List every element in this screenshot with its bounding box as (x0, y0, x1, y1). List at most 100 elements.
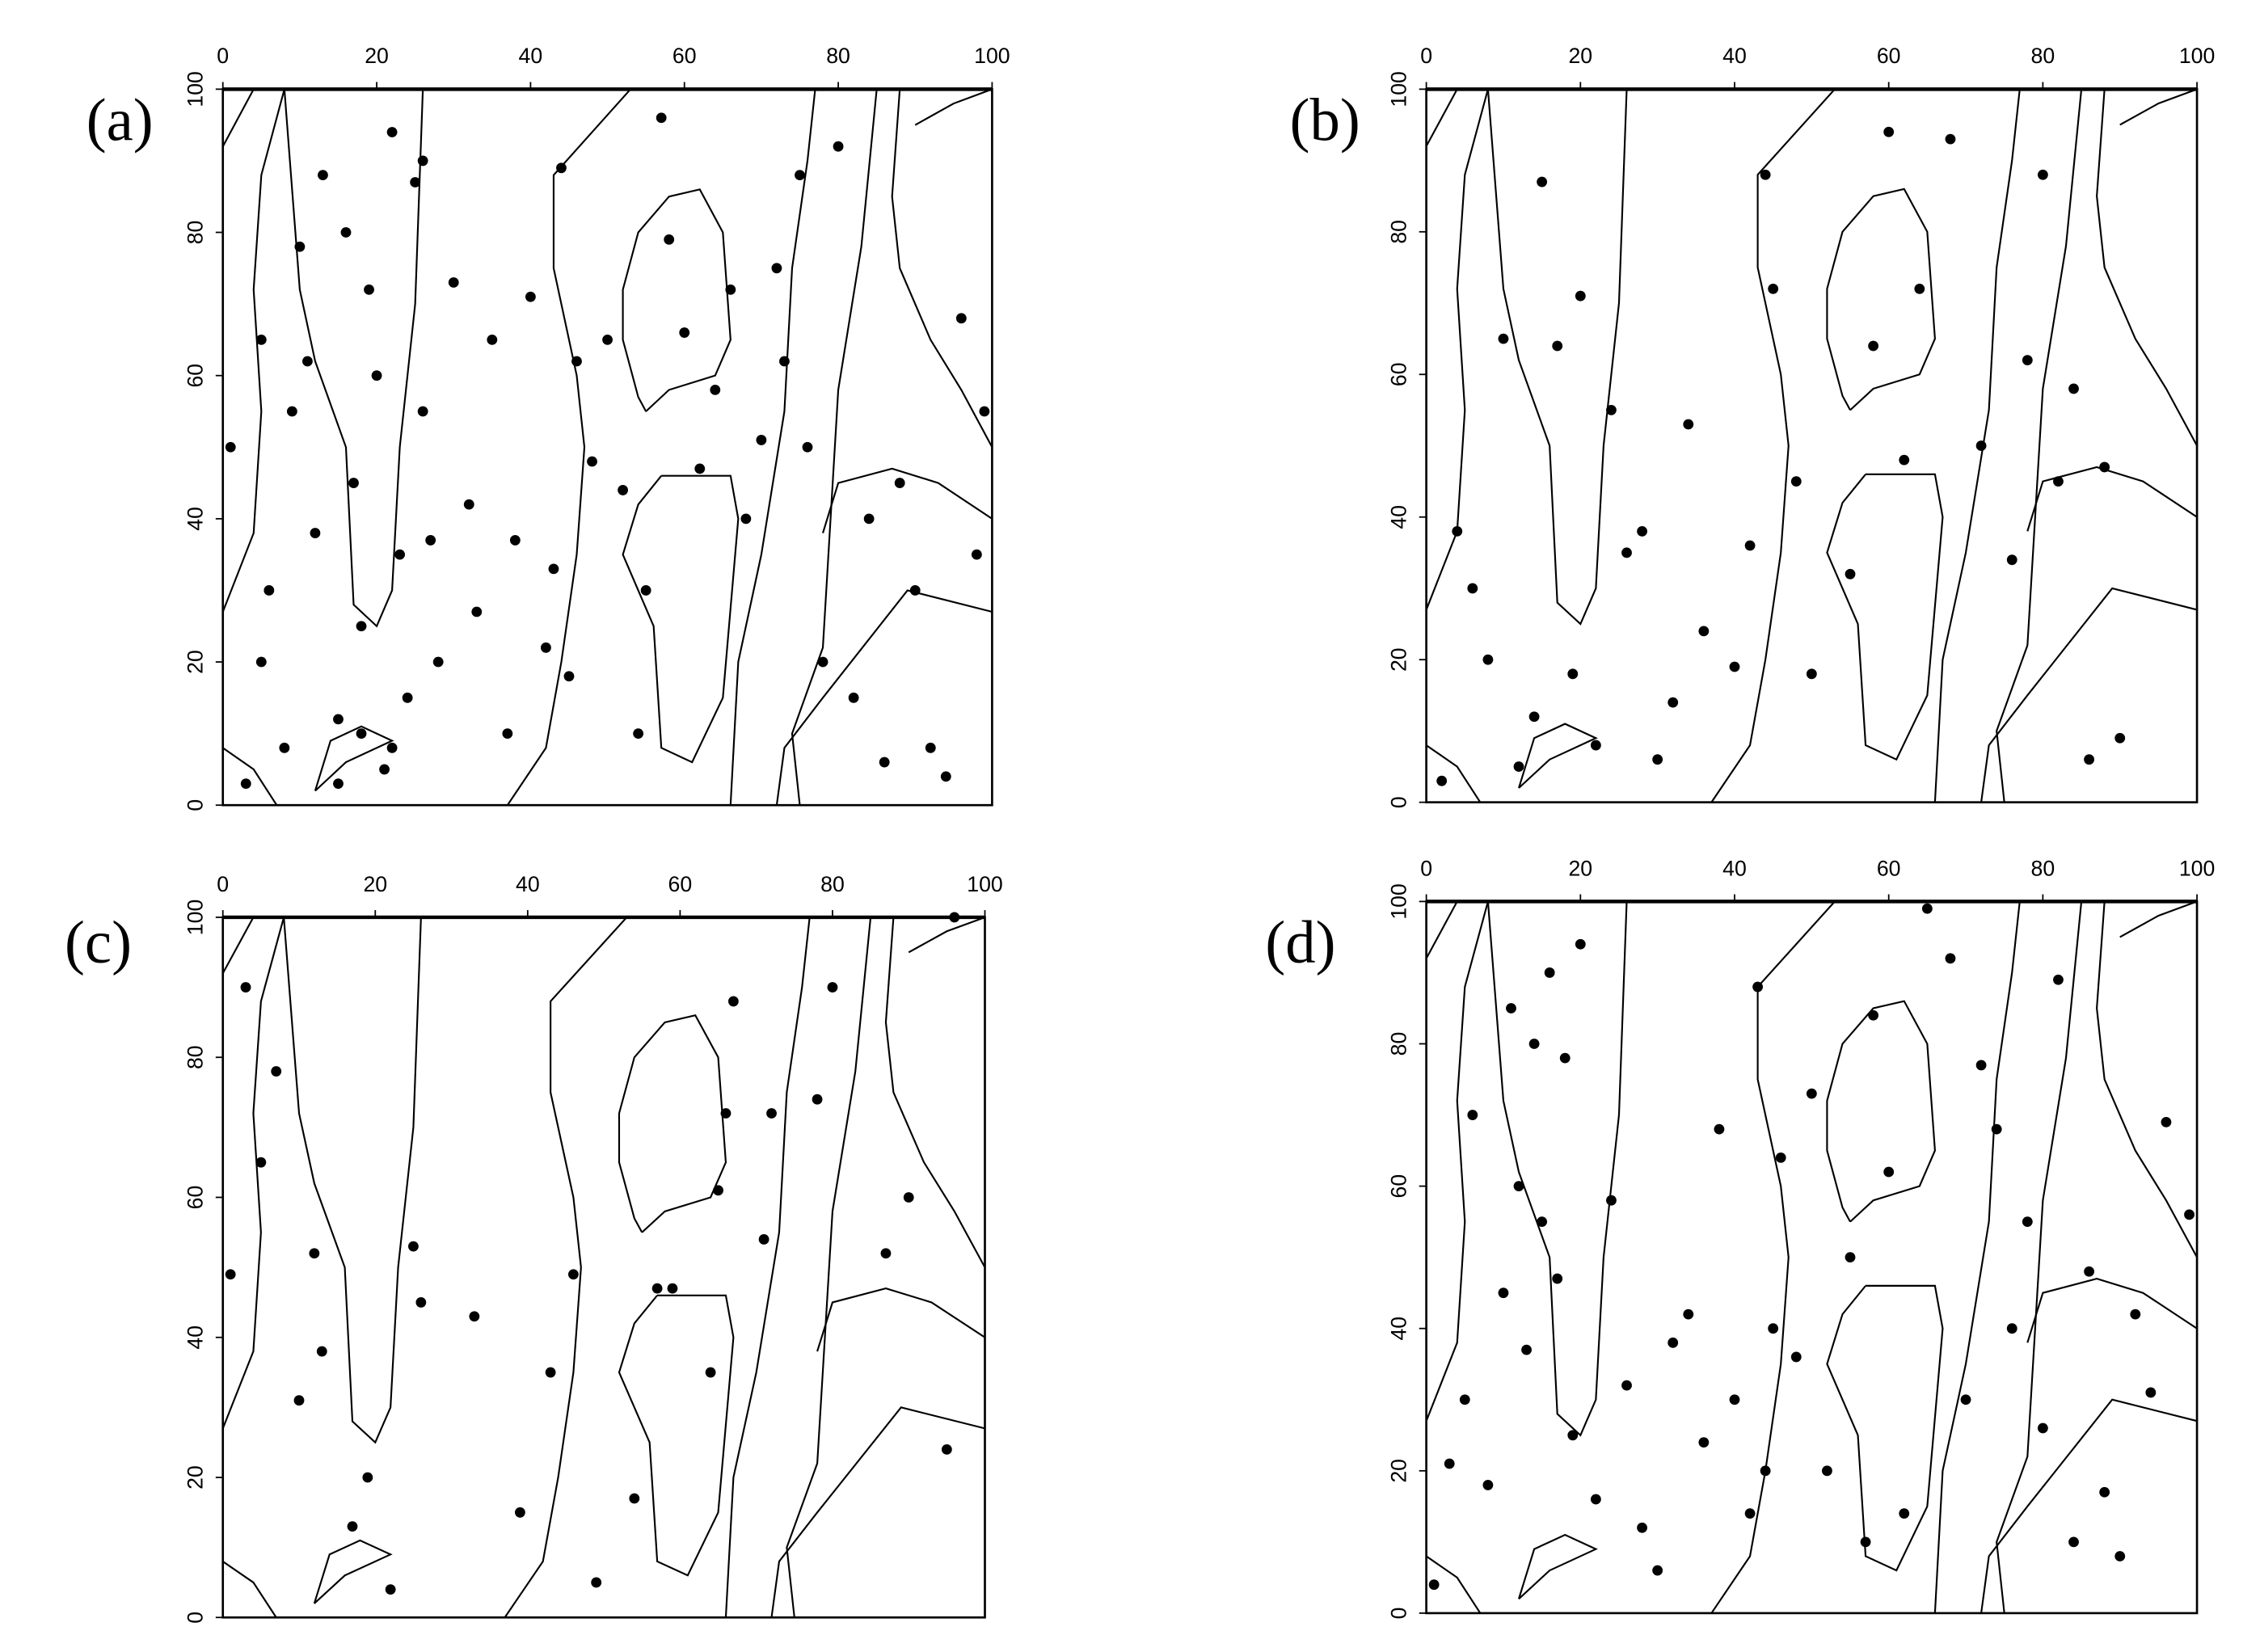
point (1521, 1344, 1532, 1355)
contour-line (775, 589, 993, 806)
contour-line (618, 1294, 735, 1577)
contour-line (891, 89, 993, 448)
x-tick-label: 0 (1420, 44, 1432, 68)
point (802, 441, 813, 453)
point (402, 692, 413, 703)
point (2114, 1551, 2126, 1561)
point (541, 642, 551, 653)
point (1945, 953, 1956, 964)
point (2068, 383, 2079, 394)
point (1860, 1536, 1871, 1548)
point (362, 1472, 373, 1483)
point (1482, 654, 1494, 665)
point (356, 728, 367, 740)
x-tick-label: 60 (672, 44, 697, 68)
point (255, 656, 267, 668)
point (1975, 1060, 1987, 1071)
point (318, 170, 328, 181)
point (705, 1367, 716, 1378)
contour-line (729, 89, 816, 806)
x-tick-label: 40 (519, 44, 543, 68)
point (548, 563, 559, 575)
point (2006, 1323, 2017, 1334)
point (2130, 1309, 2141, 1320)
point (525, 291, 536, 302)
point (1683, 1309, 1694, 1320)
point (1637, 525, 1647, 537)
point (756, 435, 767, 445)
point (2068, 1536, 2079, 1548)
point (679, 327, 690, 338)
panel-label: (d) (1265, 909, 1335, 976)
point (1760, 169, 1771, 180)
point (727, 996, 739, 1007)
point (664, 234, 675, 245)
point (1544, 967, 1555, 978)
point (1914, 283, 1925, 294)
x-tick-label: 100 (967, 872, 1003, 896)
point (1482, 1480, 1494, 1490)
point (567, 1269, 579, 1280)
contour-line (1425, 901, 1489, 1422)
point (1883, 1166, 1895, 1178)
contour-line (786, 917, 872, 1618)
y-tick-label: 80 (183, 221, 208, 245)
contour-line (1980, 1398, 2198, 1614)
point (949, 912, 960, 923)
point (1467, 583, 1478, 594)
point (448, 277, 459, 288)
point (1459, 1394, 1470, 1405)
x-tick-label: 0 (1420, 856, 1432, 880)
point (386, 127, 398, 137)
point (2022, 1216, 2033, 1228)
contour-line (1710, 900, 1836, 1614)
point (469, 1311, 480, 1322)
x-tick-label: 40 (516, 872, 540, 896)
x-tick-label: 80 (826, 44, 850, 68)
point (502, 728, 513, 740)
point (545, 1367, 556, 1378)
y-tick-label: 40 (1387, 505, 1411, 529)
contour-line (1996, 901, 2083, 1614)
contour-line (1826, 188, 1936, 411)
point (1698, 1437, 1710, 1448)
point (640, 585, 651, 596)
panel: (d) 0 20 40 60 80 100 0 20 40 60 80 100 (1265, 856, 2215, 1619)
x-tick-label: 60 (1877, 856, 1901, 880)
point (863, 513, 875, 525)
point (667, 1283, 678, 1294)
point (1845, 568, 1856, 579)
point (1590, 1494, 1601, 1505)
point (509, 535, 521, 546)
contour-line (1933, 89, 2021, 803)
x-tick-label: 80 (2031, 856, 2055, 880)
y-tick-label: 20 (1387, 1459, 1411, 1483)
x-tick-label: 20 (365, 44, 389, 68)
y-tick-label: 100 (183, 71, 208, 107)
point (1744, 540, 1756, 551)
contour-line (1425, 89, 1489, 610)
point (758, 1234, 769, 1245)
y-tick-label: 100 (1387, 71, 1411, 107)
point (1606, 404, 1617, 415)
point (1991, 1123, 2002, 1135)
point (316, 1346, 327, 1357)
point (618, 485, 629, 495)
point (1845, 1252, 1856, 1263)
point (225, 1269, 236, 1280)
point (1652, 1565, 1663, 1576)
point (225, 441, 236, 453)
y-tick-label: 0 (1387, 796, 1411, 808)
y-tick-label: 40 (183, 1325, 208, 1350)
point (1899, 454, 1910, 466)
y-tick-label: 80 (1387, 1032, 1411, 1056)
point (1868, 1009, 1879, 1021)
contour-line (622, 188, 732, 412)
point (240, 982, 251, 992)
point (1790, 476, 1802, 487)
point (2084, 754, 2094, 765)
contour-line (283, 917, 422, 1444)
contour-line (313, 1539, 393, 1604)
x-tick-label: 20 (1568, 856, 1592, 880)
point (379, 764, 390, 775)
